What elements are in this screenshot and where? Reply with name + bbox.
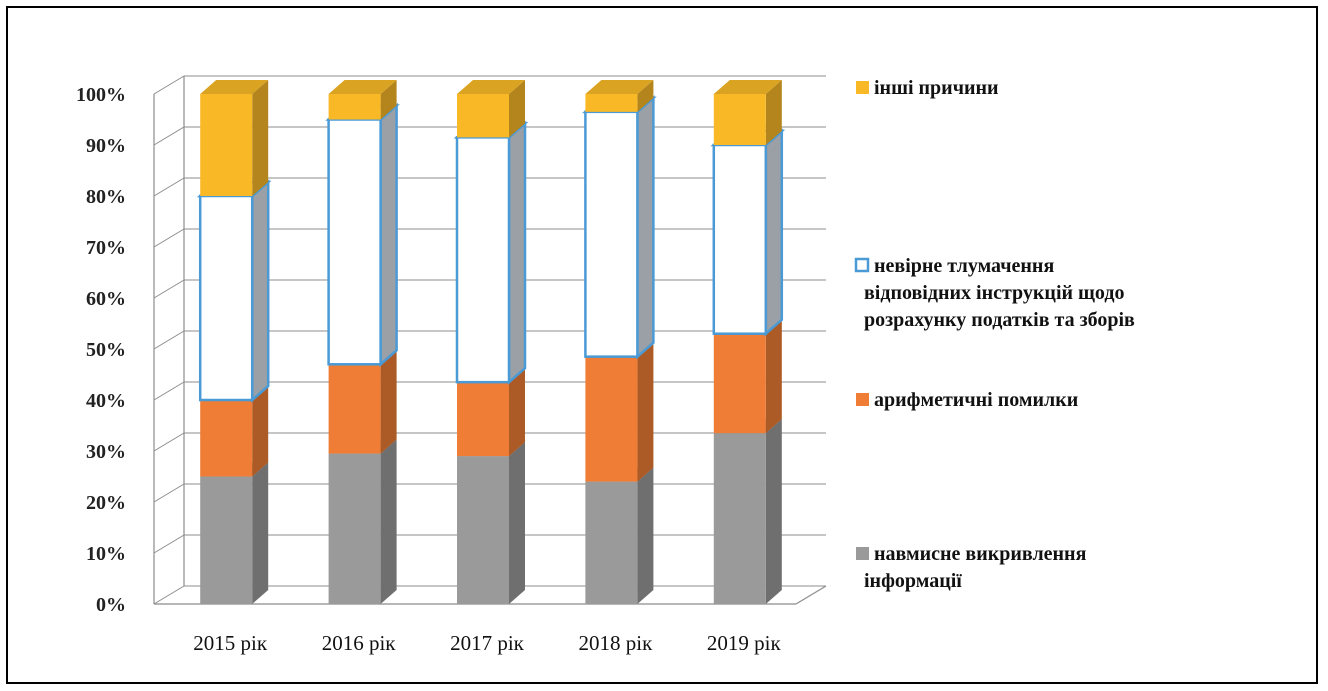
legend-entry-2: невірне тлумачення відповідних інструкцій… <box>854 255 1135 331</box>
y-tick-label: 100% <box>76 84 126 106</box>
x-tick-label: 2019 рік <box>707 631 782 655</box>
bar-segment-3 <box>198 194 254 402</box>
bar-segment-2 <box>457 382 509 457</box>
y-tick-labels: 0% 10% 20% 30% 40% 50% 60% 70% 80% 90% 100% <box>76 84 126 616</box>
bar-segment-4 <box>457 94 509 138</box>
bar-segment-4-side <box>765 80 782 145</box>
bar-segment-4-top <box>713 80 782 94</box>
bar-segment-1-side <box>637 467 654 604</box>
gridline-diagonal <box>153 585 185 605</box>
bar-segment-4 <box>713 94 766 145</box>
gridline-diagonal <box>153 126 185 146</box>
legend-label: розрахунку податків та зборів <box>864 309 1135 331</box>
bar-segment-2 <box>328 364 381 454</box>
bar-segment-4-side <box>637 80 654 112</box>
stacked-bar-chart: 0% 10% 20% 30% 40% 50% 60% 70% 80% 90% 100% 2015 р… <box>76 75 1135 655</box>
gridline-diagonal <box>153 177 185 197</box>
x-tick-labels: 2015 рік 2016 рік 2017 рік 2018 рік 2019 рік <box>193 631 781 655</box>
y-tick-label: 30% <box>86 441 126 463</box>
y-tick-label: 40% <box>86 390 126 412</box>
bar-segment-3 <box>455 136 511 384</box>
bar-segment-1-side <box>509 442 525 604</box>
bar-segment-1 <box>585 481 638 604</box>
bar-segment-2-side <box>637 342 654 482</box>
bar-segment-4 <box>200 94 253 196</box>
legend-swatch <box>856 81 869 94</box>
y-tick-label: 70% <box>86 237 126 259</box>
bar-segment-4-side <box>380 80 397 120</box>
x-tick-label: 2017 рік <box>450 631 525 655</box>
bar-segment-3-side <box>507 120 527 385</box>
legend-label: навмисне викривлення <box>874 543 1087 565</box>
bar-segment-3 <box>584 110 639 358</box>
x-tick-label: 2016 рік <box>322 631 397 655</box>
floor-right-edge <box>795 585 827 605</box>
bar-segment-2-side <box>765 319 782 434</box>
bar-segment-1-side <box>252 462 269 604</box>
bar-segment-1 <box>328 453 381 604</box>
bar-segment-2-side <box>509 368 525 457</box>
gridline-diagonal <box>153 330 185 350</box>
bar-segment-2 <box>585 356 638 482</box>
bar-segment-4-top <box>585 80 654 94</box>
gridline-diagonal <box>153 75 185 95</box>
legend-label: арифметичні помилки <box>874 389 1078 411</box>
gridline-diagonal <box>153 279 185 299</box>
bar-segment-2-side <box>380 350 397 454</box>
bar-segment-3-side <box>250 179 270 403</box>
legend-swatch <box>856 547 869 560</box>
y-tick-label: 50% <box>86 339 126 361</box>
bar-segment-4-side <box>252 80 269 196</box>
bar-segment-2-side <box>252 386 269 477</box>
bars-layer <box>196 80 786 604</box>
y-tick-label: 80% <box>86 186 126 208</box>
bar-segment-3 <box>712 143 768 335</box>
legend-label: інформації <box>864 570 962 592</box>
gridline-diagonal <box>153 483 185 503</box>
bar-segment-4-side <box>509 80 525 138</box>
legend-swatch <box>856 393 869 406</box>
bar-segment-4-top <box>328 80 397 94</box>
bar-segment-3-side <box>764 128 784 337</box>
legend-swatch <box>854 257 870 273</box>
gridline-diagonal <box>153 228 185 248</box>
bar-stack-2019-рік <box>710 80 786 604</box>
bar-stack-2015-рік <box>196 80 272 604</box>
bar-segment-4-top <box>200 80 269 94</box>
bar-stack-2018-рік <box>582 80 657 604</box>
x-tick-label: 2018 рік <box>579 631 654 655</box>
legend-entry-4: навмисне викривлення інформації <box>856 543 1087 592</box>
bar-segment-1-side <box>765 419 782 604</box>
bar-segment-1 <box>713 433 766 604</box>
bar-segment-3 <box>327 118 382 366</box>
legend-label: інші причини <box>874 77 999 99</box>
bar-segment-1 <box>457 456 509 604</box>
bar-segment-2 <box>713 333 766 434</box>
bar-stack-2016-рік <box>325 80 400 604</box>
y-tick-label: 20% <box>86 492 126 514</box>
bar-segment-3-side <box>636 95 655 360</box>
chart-frame: 0% 10% 20% 30% 40% 50% 60% 70% 80% 90% 100% 2015 р… <box>6 6 1318 684</box>
legend: інші причини невірне тлумачення відповідни… <box>854 77 1135 592</box>
y-tick-label: 0% <box>96 594 126 616</box>
legend-label: невірне тлумачення <box>874 255 1054 277</box>
bar-segment-4 <box>585 94 638 112</box>
bar-segment-2 <box>200 400 253 477</box>
gridline-diagonal <box>153 381 185 401</box>
bar-stack-2017-рік <box>453 80 529 604</box>
gridline-diagonal <box>153 534 185 554</box>
x-tick-label: 2015 рік <box>193 631 268 655</box>
bar-segment-3-side <box>379 102 398 368</box>
y-tick-label: 60% <box>86 288 126 310</box>
y-tick-label: 90% <box>86 135 126 157</box>
bar-segment-4 <box>328 94 381 120</box>
bar-segment-4-top <box>457 80 525 94</box>
legend-entry-3: арифметичні помилки <box>856 389 1078 411</box>
bar-segment-1 <box>200 476 253 604</box>
legend-label: відповідних інструкцій щодо <box>864 282 1124 304</box>
gridline-diagonal <box>153 432 185 452</box>
legend-entry-1: інші причини <box>856 77 999 99</box>
bar-segment-1-side <box>380 439 397 604</box>
y-tick-label: 10% <box>86 543 126 565</box>
